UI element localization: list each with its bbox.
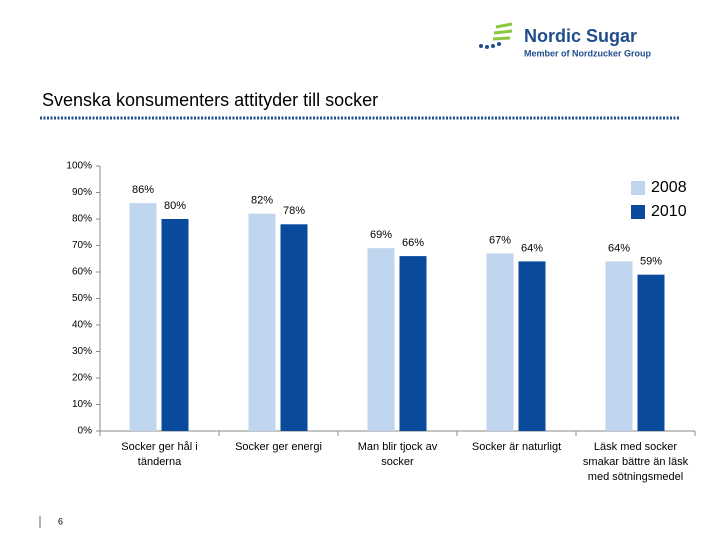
x-tick-label: Man blir tjock av socker [357, 441, 438, 468]
page-number: 6 [58, 516, 63, 526]
bar [518, 261, 546, 431]
x-tick-label: Läsk med socker smakar bättre än läsk me… [582, 441, 689, 483]
y-tick-label: 20% [72, 373, 92, 384]
y-tick-label: 30% [72, 346, 92, 357]
y-tick-label: 70% [72, 240, 92, 251]
value-label: 86% [132, 184, 154, 196]
x-tick-label: Socker ger hål i tänderna [121, 441, 198, 468]
legend-swatch [631, 181, 645, 195]
value-label: 64% [608, 242, 630, 254]
value-label: 82% [251, 195, 273, 207]
legend-swatch [631, 205, 645, 219]
bar [637, 274, 665, 431]
value-label: 59% [640, 256, 662, 268]
y-tick-label: 50% [72, 293, 92, 304]
y-tick-label: 90% [72, 187, 92, 198]
logo-mark [479, 22, 513, 49]
bar [161, 219, 189, 431]
chart-title: Svenska konsumenters attityder till sock… [42, 90, 378, 110]
bar [280, 224, 308, 431]
bar [605, 261, 633, 431]
brand: Nordic Sugar [524, 26, 637, 46]
value-label: 78% [283, 205, 305, 217]
value-label: 67% [489, 234, 511, 246]
y-tick-label: 80% [72, 214, 92, 225]
tagline: Member of Nordzucker Group [524, 48, 652, 58]
y-tick-label: 10% [72, 399, 92, 410]
x-tick-label: Socker ger energi [235, 441, 322, 453]
bar [367, 248, 395, 431]
bar [399, 256, 427, 431]
bar [486, 253, 514, 431]
y-tick-label: 40% [72, 320, 92, 331]
value-label: 66% [402, 237, 424, 249]
value-label: 69% [370, 229, 392, 241]
y-tick-label: 100% [66, 161, 92, 172]
x-tick-label: Socker är naturligt [471, 441, 562, 453]
bar [129, 203, 157, 431]
legend-label: 2008 [651, 179, 687, 196]
legend-label: 2010 [651, 203, 687, 220]
value-label: 64% [521, 242, 543, 254]
y-tick-label: 60% [72, 267, 92, 278]
y-tick-label: 0% [78, 426, 93, 437]
bar [248, 213, 276, 431]
value-label: 80% [164, 200, 186, 212]
